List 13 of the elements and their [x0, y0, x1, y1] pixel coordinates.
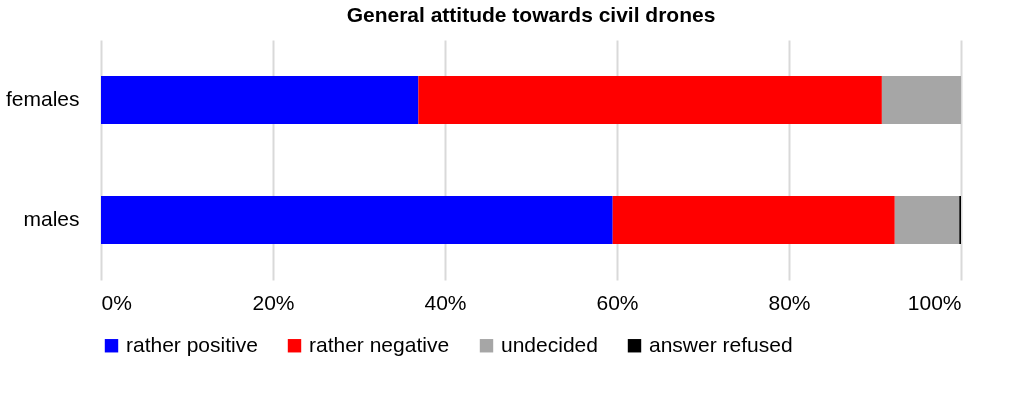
legend-label: rather negative [309, 332, 450, 356]
x-tick-label: 100% [907, 290, 962, 314]
y-tick-label: males [23, 207, 80, 230]
x-tick-label: 60% [596, 290, 639, 314]
legend-label: undecided [501, 332, 598, 356]
legend-label: rather positive [126, 332, 258, 356]
x-tick-label: 20% [252, 290, 295, 314]
x-tick-label: 40% [424, 290, 467, 314]
y-tick-label: females [5, 87, 80, 110]
x-tick-label: 80% [768, 290, 811, 314]
chart-title: General attitude towards civil drones [346, 3, 716, 26]
legend-label: answer refused [649, 332, 793, 356]
x-tick-label: 0% [101, 290, 132, 314]
